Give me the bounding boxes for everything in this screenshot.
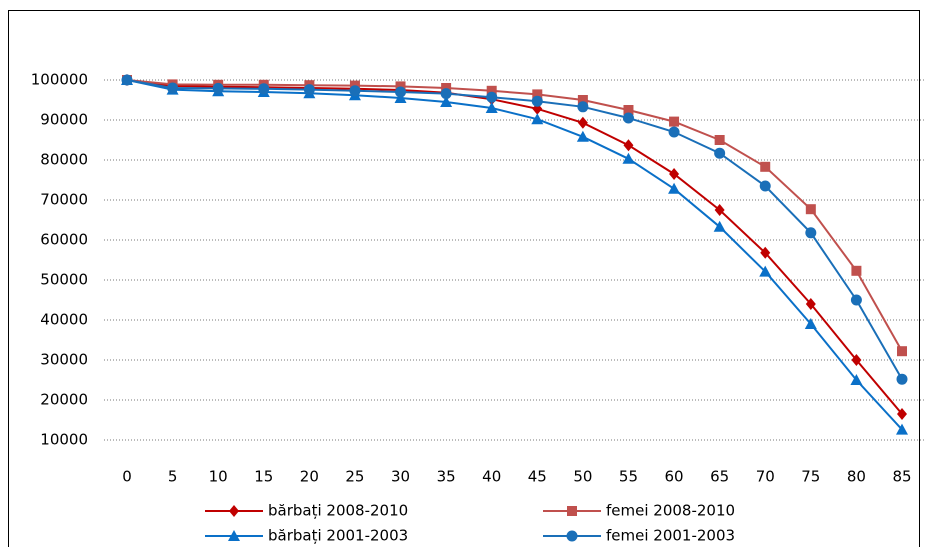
marker	[759, 265, 772, 277]
y-tick-label: 30000	[40, 351, 88, 369]
y-tick-label: 100000	[31, 71, 88, 89]
series-line	[126, 79, 903, 431]
legend-label: femei 2008-2010	[606, 502, 735, 520]
marker	[622, 112, 634, 124]
marker	[850, 374, 863, 385]
marker	[577, 116, 588, 129]
marker	[714, 135, 725, 145]
marker	[851, 354, 862, 366]
x-tick-label: 65	[710, 468, 729, 486]
marker	[805, 227, 817, 239]
x-tick-label: 20	[300, 468, 319, 486]
y-tick-label: 80000	[40, 151, 88, 169]
marker	[440, 88, 452, 100]
marker	[531, 113, 544, 125]
marker	[897, 346, 907, 357]
marker	[623, 105, 634, 115]
marker	[485, 102, 498, 113]
y-tick-label: 20000	[40, 391, 88, 409]
marker	[486, 91, 498, 103]
marker	[531, 95, 543, 107]
x-tick-label: 85	[892, 468, 911, 486]
marker	[623, 139, 634, 152]
marker	[760, 246, 771, 259]
marker	[440, 96, 453, 107]
marker	[714, 204, 725, 216]
y-tick-label: 10000	[40, 431, 88, 449]
x-tick-label: 80	[847, 468, 866, 486]
marker	[532, 89, 543, 100]
marker	[576, 130, 589, 142]
marker	[760, 161, 771, 172]
legend-marker	[229, 505, 239, 517]
x-tick-label: 15	[254, 468, 273, 486]
x-tick-label: 40	[482, 468, 501, 486]
legend-label: bărbați 2001-2003	[268, 527, 408, 545]
x-tick-label: 45	[528, 468, 547, 486]
marker	[805, 298, 816, 310]
marker	[349, 85, 361, 97]
series-line	[126, 79, 903, 380]
marker	[669, 116, 680, 127]
marker	[805, 204, 816, 215]
x-tick-label: 75	[801, 468, 820, 486]
chart-border	[8, 10, 920, 547]
marker	[303, 84, 315, 96]
marker	[714, 147, 726, 159]
y-tick-label: 90000	[40, 111, 88, 129]
marker	[212, 82, 224, 94]
legend-marker	[228, 530, 240, 541]
legend-label: bărbați 2008-2010	[268, 502, 408, 520]
x-tick-label: 60	[665, 468, 684, 486]
x-tick-label: 50	[573, 468, 592, 486]
marker	[441, 83, 452, 93]
x-tick-label: 30	[391, 468, 410, 486]
marker	[395, 81, 406, 92]
x-tick-label: 10	[209, 468, 228, 486]
marker	[804, 318, 817, 329]
x-tick-label: 70	[756, 468, 775, 486]
marker	[668, 182, 681, 194]
legend-marker	[566, 530, 578, 542]
series-line	[126, 79, 903, 415]
x-tick-label: 55	[619, 468, 638, 486]
marker	[395, 86, 407, 98]
marker	[668, 126, 680, 138]
marker	[896, 373, 908, 385]
y-tick-label: 60000	[40, 231, 88, 249]
marker	[577, 101, 589, 113]
marker	[167, 82, 179, 94]
x-tick-label: 0	[122, 468, 132, 486]
legend-marker	[567, 506, 577, 516]
marker	[850, 294, 862, 306]
series-line	[126, 79, 903, 352]
y-tick-label: 40000	[40, 311, 88, 329]
legend-label: femei 2001-2003	[606, 527, 735, 545]
marker	[896, 423, 908, 435]
marker	[851, 265, 862, 276]
marker	[577, 95, 588, 105]
marker	[121, 74, 133, 86]
marker	[622, 152, 635, 164]
x-tick-label: 35	[437, 468, 456, 486]
marker	[669, 168, 680, 180]
marker	[486, 85, 497, 96]
marker	[258, 83, 270, 95]
marker	[897, 408, 907, 420]
marker	[759, 180, 771, 192]
y-tick-label: 50000	[40, 271, 88, 289]
marker	[713, 220, 726, 232]
x-tick-label: 5	[168, 468, 178, 486]
y-tick-label: 70000	[40, 191, 88, 209]
x-tick-label: 25	[345, 468, 364, 486]
